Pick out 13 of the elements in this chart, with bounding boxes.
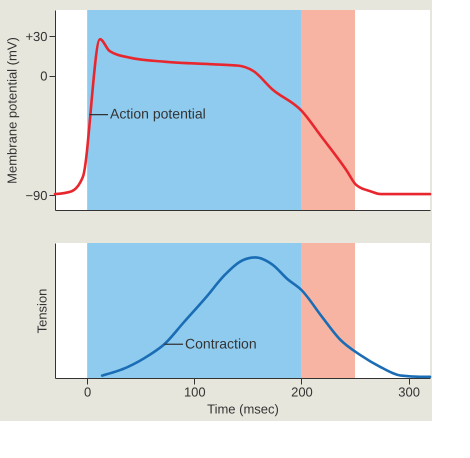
x-tick-label: 300 [398,384,420,400]
annotation: Contraction [185,335,257,352]
x-tick-label: 0 [84,384,92,400]
annotation: Action potential [110,106,206,122]
x-tick-label: 100 [184,384,206,400]
x-axis-title: Time (msec) [207,402,279,416]
y-axis-title: Membrane potential (mV) [4,37,20,184]
y-tick-label: 0 [40,68,48,84]
y-tick-label: −90 [25,188,48,203]
y-axis-title: Tension [34,288,50,334]
line-series [54,38,432,196]
y-tick-label: +30 [25,28,48,44]
x-tick-label: 200 [291,384,313,400]
